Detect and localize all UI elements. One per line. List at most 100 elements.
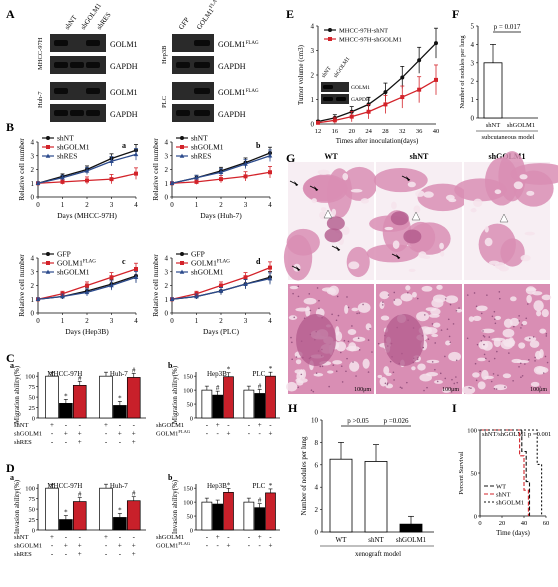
alveolus xyxy=(321,287,335,292)
nucleus xyxy=(470,387,472,389)
inset-band-label: GOLM1 xyxy=(351,85,370,91)
condition-symbol: - xyxy=(51,438,54,446)
alveolus xyxy=(525,286,536,295)
condition-symbol: + xyxy=(118,542,122,550)
data-point xyxy=(243,161,248,166)
y-tick-label: 4 xyxy=(311,23,315,31)
x-tick-label: 1 xyxy=(61,317,65,325)
nucleus xyxy=(512,379,514,382)
y-tick-label: 3 xyxy=(311,47,315,55)
alveolus xyxy=(510,296,517,302)
arrowhead-marker xyxy=(411,211,421,221)
series-line xyxy=(317,79,437,124)
nucleus xyxy=(318,307,320,310)
nucleus xyxy=(466,337,469,340)
legend-marker xyxy=(46,136,50,140)
nucleus xyxy=(357,337,360,340)
y-axis-label: Tumor volume (cm3) xyxy=(297,44,305,105)
nucleus xyxy=(484,357,487,360)
nucleus xyxy=(312,390,315,393)
y-tick-label: 0 xyxy=(471,115,475,123)
condition-symbol: - xyxy=(206,533,209,541)
chart-survival: 0 50 100 0 20 40 60 Time (days) Percent Survival… xyxy=(458,428,551,538)
legend-marker xyxy=(45,153,51,158)
panel-letter-B: B xyxy=(6,120,14,134)
alveolus xyxy=(536,310,542,317)
x-tick-label: 60 xyxy=(543,520,550,527)
condition-label-sup: FLAG xyxy=(178,541,191,546)
y-tick-label: 1 xyxy=(311,96,315,104)
nucleus xyxy=(416,297,419,300)
nucleus xyxy=(347,306,350,309)
nucleus xyxy=(345,370,347,373)
lung-lobe xyxy=(500,238,525,267)
y-tick-label: 4 xyxy=(315,484,319,492)
data-point xyxy=(366,109,371,114)
nucleus xyxy=(386,383,389,386)
data-point xyxy=(332,118,337,123)
group-label: Hep3B xyxy=(207,482,227,490)
y-axis-label: Invasion ability(%) xyxy=(13,479,21,534)
bar xyxy=(329,458,353,533)
significance-mark: * xyxy=(227,366,231,374)
chart-title: b xyxy=(168,361,173,370)
p-value: p = 0.017 xyxy=(494,23,521,31)
y-tick-label: 50 xyxy=(471,471,478,478)
data-point xyxy=(109,283,114,288)
y-tick-label: 1 xyxy=(31,296,35,304)
nucleus xyxy=(493,387,496,390)
nucleus xyxy=(520,376,522,379)
nucleus xyxy=(291,358,293,361)
significance-mark: # xyxy=(258,382,262,390)
alveolus xyxy=(481,328,495,334)
x-axis-label: Days (PLC) xyxy=(203,327,240,336)
nucleus xyxy=(377,342,380,345)
condition-label: GOLM1FLAG xyxy=(156,429,191,438)
condition-symbol: + xyxy=(216,421,220,429)
blot-band xyxy=(176,110,190,116)
tumor-nodule xyxy=(390,211,409,226)
chart-migration-b: 0 50 100 150 Migration ability(%)b Hep3B # * PLC… xyxy=(156,361,280,438)
alveolus xyxy=(357,302,371,313)
nucleus xyxy=(290,336,292,339)
data-point xyxy=(243,281,248,286)
inset-strip xyxy=(321,82,349,92)
alveolus xyxy=(535,350,542,360)
x-tick-label: 4 xyxy=(268,317,272,325)
nucleus xyxy=(423,389,425,392)
nucleus xyxy=(456,381,459,384)
data-point xyxy=(169,180,175,186)
alveolus xyxy=(332,360,343,365)
alveolus xyxy=(327,370,334,374)
data-point xyxy=(219,177,223,182)
lung-lobe xyxy=(303,174,348,203)
x-tick-label: 2 xyxy=(85,317,89,325)
nucleus xyxy=(331,313,333,316)
nucleus xyxy=(521,324,523,326)
nucleus xyxy=(494,318,496,321)
chart-title: b xyxy=(256,141,261,150)
x-tick-label: 20 xyxy=(348,128,355,135)
data-point xyxy=(169,296,175,302)
inset-band xyxy=(323,85,333,89)
nucleus xyxy=(444,298,447,300)
legend-marker xyxy=(328,37,332,41)
legend-label: MHCC-97H-shNT xyxy=(339,28,388,35)
tumor-nodule xyxy=(324,228,343,243)
nucleus xyxy=(493,357,496,360)
condition-symbol: + xyxy=(132,542,136,550)
alveolus xyxy=(432,294,447,303)
condition-label-main: GOLM1 xyxy=(156,431,178,438)
legend-label: shGOLM1 xyxy=(57,143,90,152)
alveolus xyxy=(530,381,540,387)
legend-label: shRES xyxy=(57,152,77,161)
airspace xyxy=(413,205,421,214)
significance-mark: * xyxy=(269,482,273,490)
airspace xyxy=(498,265,509,272)
y-tick-label: 4 xyxy=(31,139,35,147)
panel-letter-E: E xyxy=(286,7,294,21)
condition-symbol: - xyxy=(206,542,209,550)
alveolus xyxy=(526,294,532,304)
blot-col-label: shRES xyxy=(95,11,113,31)
x-tick-label: 4 xyxy=(134,201,138,209)
